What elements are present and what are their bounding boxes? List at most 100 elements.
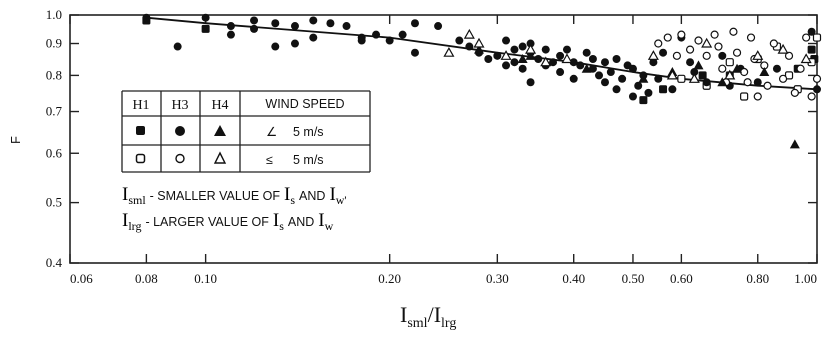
data-point-h3-open-circle xyxy=(663,33,672,42)
data-point-h3-open-circle xyxy=(729,27,738,36)
legend-speed-symbol-2: ≤ xyxy=(266,153,273,167)
data-point-h3-filled-circle xyxy=(372,30,381,39)
data-point-h4-open-triangle xyxy=(443,46,455,57)
data-point-h3-filled-circle xyxy=(690,68,699,77)
data-point-h3-filled-circle xyxy=(510,45,519,54)
x-tick-label: 0.60 xyxy=(670,271,693,286)
data-point-h4-open-triangle xyxy=(473,37,485,48)
data-point-h1-filled-square xyxy=(698,71,707,80)
legend: H1 H3 H4 WIND SPEED ∠ 5 m/s ≤ 5 m/s xyxy=(108,87,371,212)
data-point-h3-open-circle xyxy=(740,67,749,77)
data-point-h4-open-triangle xyxy=(647,50,659,60)
legend-open-circle-icon xyxy=(175,153,185,164)
y-axis-label: F xyxy=(8,136,23,144)
data-point-h3-filled-circle xyxy=(668,85,677,94)
y-tick-label: 1.0 xyxy=(46,7,62,22)
data-point-h3-open-circle xyxy=(677,30,686,39)
data-point-h4-filled-triangle xyxy=(789,139,800,149)
data-point-h3-filled-circle xyxy=(600,78,609,87)
data-point-h3-filled-circle xyxy=(556,68,565,77)
legend-header-h4: H4 xyxy=(211,98,228,113)
data-point-h4-open-triangle xyxy=(500,50,512,60)
data-point-h3-open-circle xyxy=(802,33,811,42)
data-point-h3-filled-circle xyxy=(576,61,585,70)
data-point-h3-filled-circle xyxy=(628,92,637,101)
y-axis: 0.4 0.5 0.6 0.7 0.8 0.9 1.0 xyxy=(46,7,817,270)
data-point-h3-filled-circle xyxy=(702,78,711,87)
data-point-h4-open-triangle xyxy=(540,56,552,67)
data-point-h3-filled-circle xyxy=(628,64,637,73)
x-tick-label: 0.08 xyxy=(135,271,158,286)
y-tick-label: 0.8 xyxy=(46,67,62,82)
data-point-h3-filled-circle xyxy=(250,24,259,33)
data-point-h4-filled-triangle xyxy=(581,63,592,73)
data-point-h3-filled-circle xyxy=(385,36,394,45)
data-point-h3-filled-circle xyxy=(718,51,727,60)
data-point-h3-filled-circle xyxy=(556,51,565,60)
data-point-h3-filled-circle xyxy=(654,74,663,83)
data-point-h1-open-square xyxy=(812,33,822,42)
x-axis: 0.06 0.08 0.10 0.20 0.30 0.40 0.50 0.60 0.80 1.00 xyxy=(69,15,818,286)
data-point-h4-open-triangle xyxy=(752,50,764,60)
data-point-h3-filled-circle xyxy=(502,61,511,70)
data-point-h3-open-circle xyxy=(732,48,742,57)
data-point-h3-filled-circle xyxy=(807,27,816,36)
data-point-h3-open-circle xyxy=(746,33,756,42)
data-point-h3-filled-circle xyxy=(455,36,464,45)
legend-speed-symbol-1: ∠ xyxy=(266,125,277,139)
data-point-h3-filled-circle xyxy=(518,64,527,73)
legend-header-h1: H1 xyxy=(132,98,149,113)
data-point-h4-open-triangle xyxy=(561,53,573,64)
data-point-h3-open-circle xyxy=(654,39,663,48)
data-point-h3-open-circle xyxy=(694,36,703,45)
data-point-h4-filled-triangle xyxy=(474,44,485,54)
x-tick-label: 0.30 xyxy=(486,271,509,286)
data-point-h3-open-circle xyxy=(769,39,778,48)
data-point-h3-open-circle xyxy=(714,42,723,51)
data-point-h3-filled-circle xyxy=(410,48,419,57)
data-point-h4-open-triangle xyxy=(800,53,812,64)
data-point-h3-open-circle xyxy=(763,81,772,90)
data-point-h3-filled-circle xyxy=(201,13,210,22)
data-point-h3-filled-circle xyxy=(526,39,535,48)
data-point-h3-open-circle xyxy=(710,30,719,39)
data-point-h1-filled-square xyxy=(639,96,648,105)
data-point-h3-filled-circle xyxy=(772,64,781,73)
data-point-h4-filled-triangle xyxy=(732,63,743,73)
data-point-h3-open-circle xyxy=(807,92,816,101)
data-point-h3-filled-circle xyxy=(271,19,280,28)
legend-header-wind-speed: WIND SPEED xyxy=(265,97,344,111)
x-axis-label: Isml/Ilrg xyxy=(400,302,456,331)
data-point-h3-filled-circle xyxy=(309,33,318,42)
data-point-h4-filled-triangle xyxy=(638,73,649,83)
data-point-h4-open-triangle xyxy=(525,43,537,54)
data-point-h3-filled-circle xyxy=(250,16,259,25)
legend-open-triangle-icon xyxy=(213,151,227,164)
data-point-h3-filled-circle xyxy=(510,58,519,67)
data-point-h3-filled-circle xyxy=(484,54,493,63)
data-point-h3-filled-circle xyxy=(342,22,351,31)
y-tick-label: 0.5 xyxy=(46,195,62,210)
note-smaller: Isml - SMALLER VALUE OF Is AND Iw' xyxy=(122,184,347,207)
data-point-h3-open-circle xyxy=(672,51,682,60)
y-tick-label: 0.6 xyxy=(46,145,63,160)
y-tick-label: 0.9 xyxy=(46,36,62,51)
legend-filled-circle-icon xyxy=(175,126,185,136)
data-point-h1-open-square xyxy=(677,74,686,83)
data-point-h3-filled-circle xyxy=(595,71,604,80)
data-point-h4-open-triangle xyxy=(463,28,475,39)
x-tick-label: 0.50 xyxy=(622,271,645,286)
data-point-h3-open-circle xyxy=(778,74,788,83)
x-tick-label: 0.20 xyxy=(378,271,401,286)
legend-header-h3: H3 xyxy=(171,98,188,113)
data-point-h3-filled-circle xyxy=(434,22,443,31)
data-point-h3-filled-circle xyxy=(541,45,550,54)
plot-frame xyxy=(69,14,818,264)
y-tick-label: 0.7 xyxy=(46,104,63,119)
data-point-h1-filled-square xyxy=(201,24,210,33)
data-point-h3-filled-circle xyxy=(290,39,299,48)
data-point-h3-filled-circle xyxy=(410,19,419,28)
legend-filled-square-icon xyxy=(136,126,145,135)
data-point-h3-filled-circle xyxy=(309,16,318,25)
